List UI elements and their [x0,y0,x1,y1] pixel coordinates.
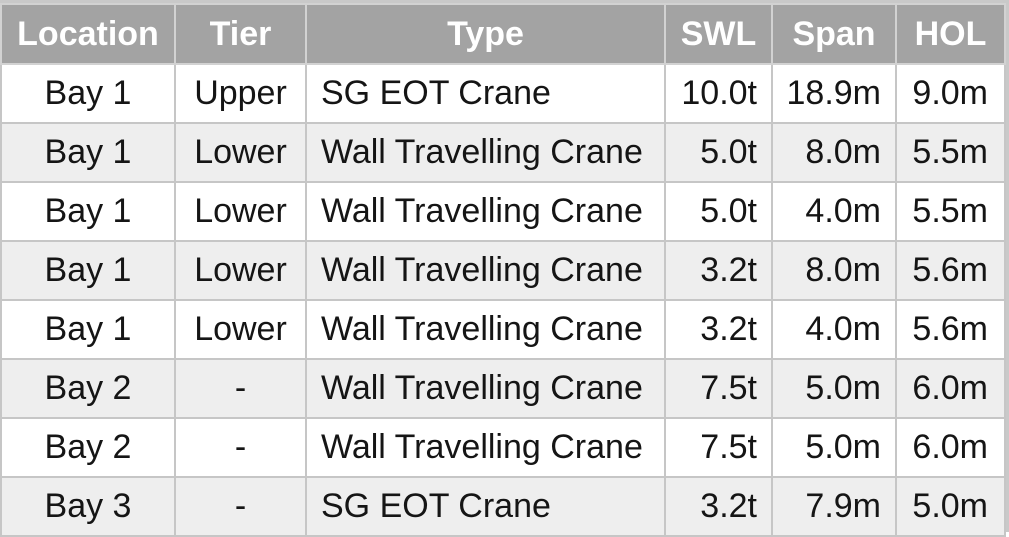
table-row: Bay 2 - Wall Travelling Crane 7.5t 5.0m … [0,358,1006,419]
table-row: Bay 3 - SG EOT Crane 3.2t 7.9m 5.0m [0,476,1006,537]
cell-span: 5.0m [771,417,897,478]
table-row: Bay 2 - Wall Travelling Crane 7.5t 5.0m … [0,417,1006,478]
cell-tier: Upper [174,63,307,124]
cell-tier: - [174,358,307,419]
cell-location: Bay 1 [0,240,176,301]
cell-tier: Lower [174,181,307,242]
cell-span: 4.0m [771,181,897,242]
cell-swl: 3.2t [664,476,773,537]
cell-tier: - [174,417,307,478]
cell-span: 7.9m [771,476,897,537]
cell-type: SG EOT Crane [305,63,666,124]
header-span: Span [771,3,897,65]
table-row: Bay 1 Lower Wall Travelling Crane 5.0t 8… [0,122,1006,183]
header-hol: HOL [895,3,1006,65]
cell-location: Bay 1 [0,63,176,124]
cell-type: SG EOT Crane [305,476,666,537]
cell-tier: Lower [174,122,307,183]
cell-location: Bay 2 [0,358,176,419]
cell-hol: 9.0m [895,63,1006,124]
cell-tier: - [174,476,307,537]
cell-swl: 5.0t [664,181,773,242]
header-tier: Tier [174,3,307,65]
cell-span: 8.0m [771,122,897,183]
crane-table: Location Tier Type SWL Span HOL Bay 1 Up… [0,3,1006,537]
table-row: Bay 1 Lower Wall Travelling Crane 3.2t 8… [0,240,1006,301]
cell-hol: 5.6m [895,299,1006,360]
cell-hol: 6.0m [895,417,1006,478]
cell-type: Wall Travelling Crane [305,240,666,301]
cell-tier: Lower [174,299,307,360]
cell-swl: 7.5t [664,358,773,419]
cell-hol: 6.0m [895,358,1006,419]
cell-swl: 5.0t [664,122,773,183]
cell-hol: 5.5m [895,181,1006,242]
cell-tier: Lower [174,240,307,301]
cell-hol: 5.5m [895,122,1006,183]
cell-span: 5.0m [771,358,897,419]
cell-swl: 7.5t [664,417,773,478]
cell-location: Bay 1 [0,181,176,242]
cell-span: 8.0m [771,240,897,301]
cell-type: Wall Travelling Crane [305,299,666,360]
table-row: Bay 1 Lower Wall Travelling Crane 3.2t 4… [0,299,1006,360]
header-location: Location [0,3,176,65]
cell-location: Bay 2 [0,417,176,478]
cell-type: Wall Travelling Crane [305,181,666,242]
table-row: Bay 1 Lower Wall Travelling Crane 5.0t 4… [0,181,1006,242]
cell-hol: 5.6m [895,240,1006,301]
cell-location: Bay 1 [0,299,176,360]
cell-type: Wall Travelling Crane [305,358,666,419]
cell-location: Bay 1 [0,122,176,183]
cell-type: Wall Travelling Crane [305,417,666,478]
table-row: Bay 1 Upper SG EOT Crane 10.0t 18.9m 9.0… [0,63,1006,124]
cell-swl: 3.2t [664,299,773,360]
cell-swl: 3.2t [664,240,773,301]
cell-location: Bay 3 [0,476,176,537]
cell-span: 4.0m [771,299,897,360]
cell-type: Wall Travelling Crane [305,122,666,183]
header-type: Type [305,3,666,65]
cell-hol: 5.0m [895,476,1006,537]
header-row: Location Tier Type SWL Span HOL [0,3,1006,65]
header-swl: SWL [664,3,773,65]
cell-span: 18.9m [771,63,897,124]
cell-swl: 10.0t [664,63,773,124]
